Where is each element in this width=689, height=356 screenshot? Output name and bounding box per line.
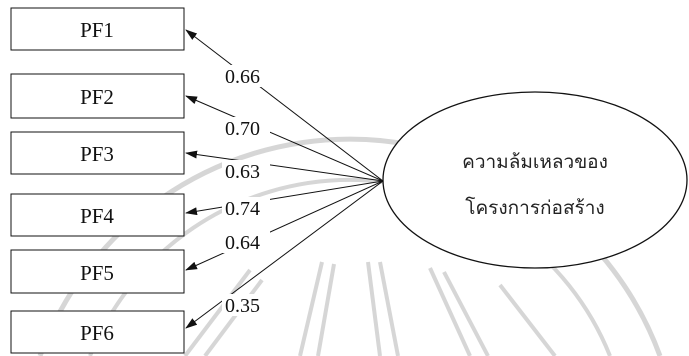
- factor-label-line1: ความล้มเหลวของ: [462, 151, 608, 173]
- indicator-label-pf5: PF5: [80, 261, 114, 285]
- indicator-label-pf3: PF3: [80, 142, 114, 166]
- indicator-label-pf6: PF6: [80, 321, 114, 345]
- indicator-box-pf2: [10, 73, 185, 119]
- indicator-label-pf4: PF4: [80, 204, 114, 228]
- latent-factor-ellipse: [382, 91, 688, 269]
- loading-pf6: 0.35: [225, 295, 260, 317]
- loading-pf3: 0.63: [225, 161, 260, 183]
- factor-label-line2: โครงการก่อสร้าง: [465, 196, 604, 219]
- loading-pf1: 0.66: [225, 66, 260, 88]
- path-pf6: [185, 180, 384, 329]
- indicator-box-pf1: [10, 7, 185, 51]
- path-pf4: [185, 180, 384, 216]
- loading-pf4: 0.74: [225, 198, 260, 220]
- indicator-box-pf6: [10, 310, 185, 354]
- path-pf5: [185, 180, 384, 271]
- path-pf2: [185, 95, 384, 182]
- loading-pf2: 0.70: [225, 118, 260, 140]
- indicator-box-pf3: [10, 131, 185, 175]
- path-pf1: [185, 29, 384, 182]
- indicator-label-pf2: PF2: [80, 85, 114, 109]
- path-pf3: [185, 150, 384, 182]
- indicator-box-pf4: [10, 193, 185, 237]
- indicator-label-pf1: PF1: [80, 18, 114, 42]
- loading-pf5: 0.64: [225, 232, 260, 254]
- indicator-box-pf5: [10, 249, 185, 294]
